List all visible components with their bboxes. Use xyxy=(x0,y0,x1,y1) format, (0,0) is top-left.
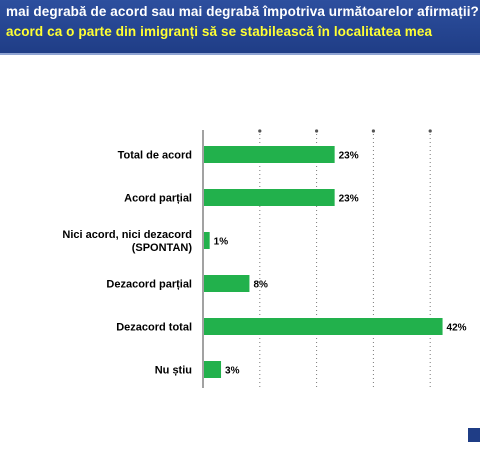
data-label: 23% xyxy=(339,194,359,205)
category-label: Dezacord total xyxy=(116,322,192,334)
bar xyxy=(204,189,335,206)
category-label: Dezacord parțial xyxy=(106,279,192,291)
category-label: Total de acord xyxy=(118,150,192,162)
category-label: Nici acord, nici dezacord (SPONTAN) xyxy=(62,229,192,254)
category-label-line: Dezacord total xyxy=(116,322,192,334)
bar-chart: 23% Total de acord 23% Acord parțial 1% Nici … xyxy=(62,129,467,388)
bar xyxy=(204,361,222,378)
bar xyxy=(204,275,250,292)
grid-tick xyxy=(258,129,262,133)
category-label-line: Acord parțial xyxy=(124,193,192,205)
grid-tick xyxy=(428,129,432,133)
category-label-line: Dezacord parțial xyxy=(106,279,192,291)
header-banner: mai degrabă de acord sau mai degrabă împ… xyxy=(0,0,480,53)
data-label: 23% xyxy=(339,151,359,162)
category-label: Nu știu xyxy=(155,365,192,377)
header-divider xyxy=(0,53,480,55)
category-label-line: Total de acord xyxy=(118,150,192,162)
category-label-line: Nici acord, nici dezacord xyxy=(62,229,192,241)
question-text: mai degrabă de acord sau mai degrabă împ… xyxy=(6,4,479,19)
bar xyxy=(204,318,443,335)
category-label-line: Nu știu xyxy=(155,365,192,377)
grid-tick xyxy=(315,129,319,133)
bar xyxy=(204,232,210,249)
category-label-line: (SPONTAN) xyxy=(132,242,193,254)
logo-mark xyxy=(468,428,480,442)
grid-tick xyxy=(371,129,375,133)
data-label: 1% xyxy=(214,237,229,248)
data-label: 42% xyxy=(447,323,467,334)
statement-text: acord ca o parte din imigranți să se sta… xyxy=(6,24,433,39)
category-label: Acord parțial xyxy=(124,193,192,205)
bar xyxy=(204,146,335,163)
data-label: 3% xyxy=(225,366,240,377)
data-label: 8% xyxy=(253,280,268,291)
